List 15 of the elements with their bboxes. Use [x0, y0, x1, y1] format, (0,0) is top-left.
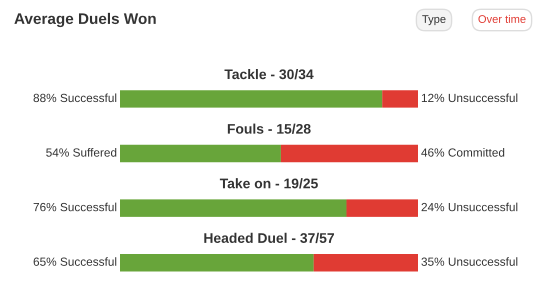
data-label: 88% Successful: [34, 93, 116, 102]
data-label: 24% Unsuccessful: [422, 202, 518, 212]
text: Over time: [478, 14, 526, 23]
data-label: 65% Successful: [34, 257, 116, 266]
data-label: 35% Unsuccessful: [421, 257, 518, 266]
chart-title: Average Duels Won: [14, 12, 156, 28]
text: Type: [422, 15, 446, 26]
y-tick-label: Fouls - 15/28: [228, 124, 311, 134]
data-label: 76% Successful: [34, 202, 116, 212]
data-label: 12% Unsuccessful: [422, 93, 518, 102]
y-tick-label: Take on - 19/25: [220, 178, 318, 189]
y-tick-label: Tackle - 30/34: [224, 68, 314, 80]
data-label: 46% Committed: [421, 148, 504, 157]
y-tick-label: Headed Duel - 37/57: [204, 232, 334, 244]
data-label: 54% Suffered: [46, 148, 116, 157]
